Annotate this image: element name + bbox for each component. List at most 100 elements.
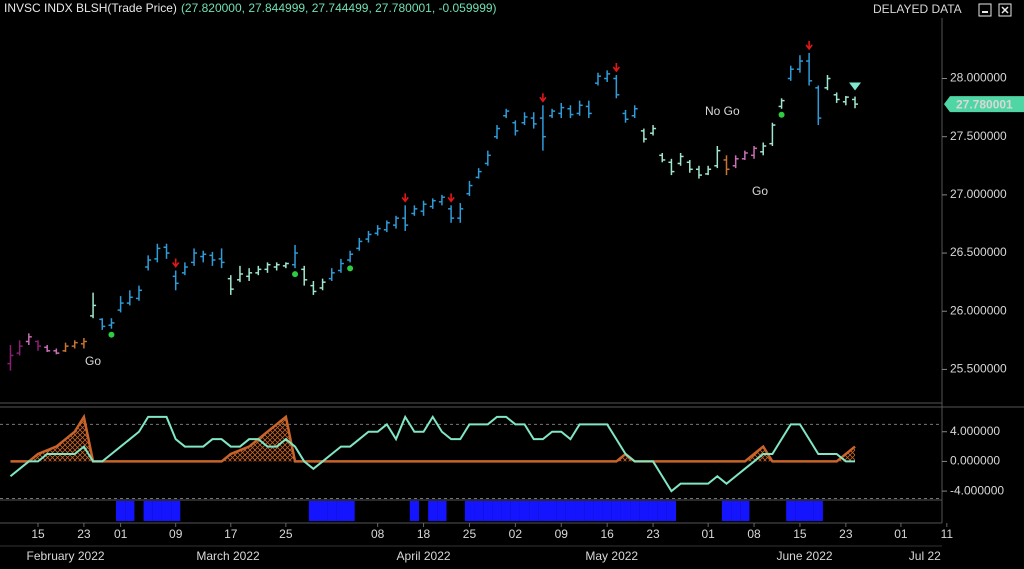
x-tick-label: 23 bbox=[77, 527, 91, 541]
annotation: No Go bbox=[705, 104, 740, 118]
signal-bar bbox=[721, 501, 732, 521]
signal-bar bbox=[501, 501, 511, 521]
signal-bar bbox=[483, 501, 493, 521]
y-tick-label: 27.000000 bbox=[950, 187, 1007, 201]
quote: (27.820000, 27.844999, 27.744499, 27.780… bbox=[181, 1, 497, 15]
signal-bar bbox=[648, 501, 658, 521]
month-label: June 2022 bbox=[776, 549, 832, 563]
month-label: February 2022 bbox=[27, 549, 105, 563]
down-arrow bbox=[172, 258, 180, 268]
signal-bar bbox=[804, 501, 814, 521]
signal-bar bbox=[556, 501, 566, 521]
x-tick-label: 16 bbox=[600, 527, 614, 541]
signal-bar bbox=[171, 501, 181, 521]
x-tick-label: 15 bbox=[793, 527, 807, 541]
status: DELAYED DATA bbox=[873, 2, 962, 16]
x-tick-label: 23 bbox=[646, 527, 660, 541]
y-tick-label: 26.500000 bbox=[950, 245, 1007, 259]
signal-bar bbox=[813, 501, 823, 521]
signal-bar bbox=[666, 501, 677, 521]
close-icon bbox=[1001, 6, 1009, 14]
signal-bar bbox=[152, 501, 162, 521]
signal-bar bbox=[639, 501, 649, 521]
header: INVSC INDX BLSH(Trade Price) (27.820000, … bbox=[4, 1, 497, 15]
oscillator-line bbox=[9, 414, 856, 493]
signal-bar bbox=[327, 501, 337, 521]
go-dot bbox=[292, 271, 299, 278]
x-tick-label: 25 bbox=[463, 527, 477, 541]
x-tick-label: 01 bbox=[114, 527, 128, 541]
signal-bar bbox=[620, 501, 631, 521]
signal-bar bbox=[437, 501, 447, 521]
x-tick-label: 08 bbox=[371, 527, 385, 541]
y-tick-label: 0.000000 bbox=[950, 454, 1000, 468]
go-dot bbox=[108, 331, 115, 338]
signal-bar bbox=[575, 501, 585, 521]
x-tick-label: 09 bbox=[169, 527, 183, 541]
signal-bar bbox=[584, 501, 594, 521]
last-price-box bbox=[944, 96, 1024, 113]
y-tick-label: 27.500000 bbox=[950, 129, 1007, 143]
signal-bar bbox=[116, 501, 126, 521]
signal-bar bbox=[317, 501, 328, 521]
signal-bar bbox=[538, 501, 548, 521]
y-tick-label: -4.000000 bbox=[950, 483, 1004, 497]
signal-bar bbox=[657, 501, 667, 521]
plot-layer: 25.500000 26.000000 26.500000 27.000000 27.5… bbox=[0, 40, 1024, 563]
x-tick-label: 01 bbox=[894, 527, 908, 541]
x-tick-label: 02 bbox=[509, 527, 523, 541]
month-label: May 2022 bbox=[585, 549, 638, 563]
month-label: April 2022 bbox=[397, 549, 451, 563]
signal-bar bbox=[630, 501, 640, 521]
y-tick-label: 25.500000 bbox=[950, 362, 1007, 376]
go-dot bbox=[347, 265, 354, 272]
signal-bar bbox=[510, 501, 520, 521]
signal-bar bbox=[125, 501, 135, 521]
down-arrow bbox=[447, 193, 455, 203]
y-tick-label: 26.000000 bbox=[950, 303, 1007, 317]
signal-bar bbox=[565, 501, 576, 521]
signal-bar bbox=[547, 501, 557, 521]
x-tick-label: 01 bbox=[701, 527, 715, 541]
annotation: Go bbox=[752, 184, 768, 198]
signal-bar bbox=[786, 501, 796, 521]
y-tick-label: 28.000000 bbox=[950, 71, 1007, 85]
signal-bar bbox=[795, 501, 805, 521]
signal-bar bbox=[529, 501, 539, 521]
signal-bar bbox=[143, 501, 153, 521]
down-arrow bbox=[805, 40, 813, 51]
down-arrow bbox=[401, 193, 409, 203]
x-tick-label: 18 bbox=[417, 527, 431, 541]
minimize-button[interactable] bbox=[978, 3, 992, 17]
signal-bar bbox=[492, 501, 502, 521]
signal-bar bbox=[519, 501, 530, 521]
go-dot bbox=[778, 111, 785, 118]
signal-bar bbox=[345, 501, 355, 521]
window-controls bbox=[978, 3, 1012, 17]
x-tick-label: 25 bbox=[279, 527, 293, 541]
signal-bar bbox=[464, 501, 475, 521]
x-tick-label: 11 bbox=[941, 527, 954, 541]
x-tick-label: 17 bbox=[224, 527, 238, 541]
month-label: March 2022 bbox=[196, 549, 260, 563]
signal-bar bbox=[428, 501, 438, 521]
signal-bar bbox=[602, 501, 612, 521]
x-tick-label: 23 bbox=[839, 527, 853, 541]
down-arrow bbox=[612, 63, 620, 73]
signal-bar bbox=[731, 501, 741, 521]
chart-title: INVSC INDX BLSH(Trade Price) bbox=[4, 1, 177, 15]
end-marker bbox=[849, 82, 862, 91]
last-price-label: 27.780001 bbox=[956, 97, 1013, 111]
signal-bar bbox=[593, 501, 603, 521]
x-tick-label: 09 bbox=[555, 527, 569, 541]
signal-bar bbox=[474, 501, 484, 521]
down-arrow bbox=[539, 93, 547, 103]
annotation: Go bbox=[85, 354, 101, 368]
close-button[interactable] bbox=[998, 3, 1012, 17]
month-label: Jul 22 bbox=[909, 549, 941, 563]
signal-bar bbox=[611, 501, 621, 521]
signal-bar bbox=[740, 501, 750, 521]
signal-bar bbox=[409, 501, 419, 521]
